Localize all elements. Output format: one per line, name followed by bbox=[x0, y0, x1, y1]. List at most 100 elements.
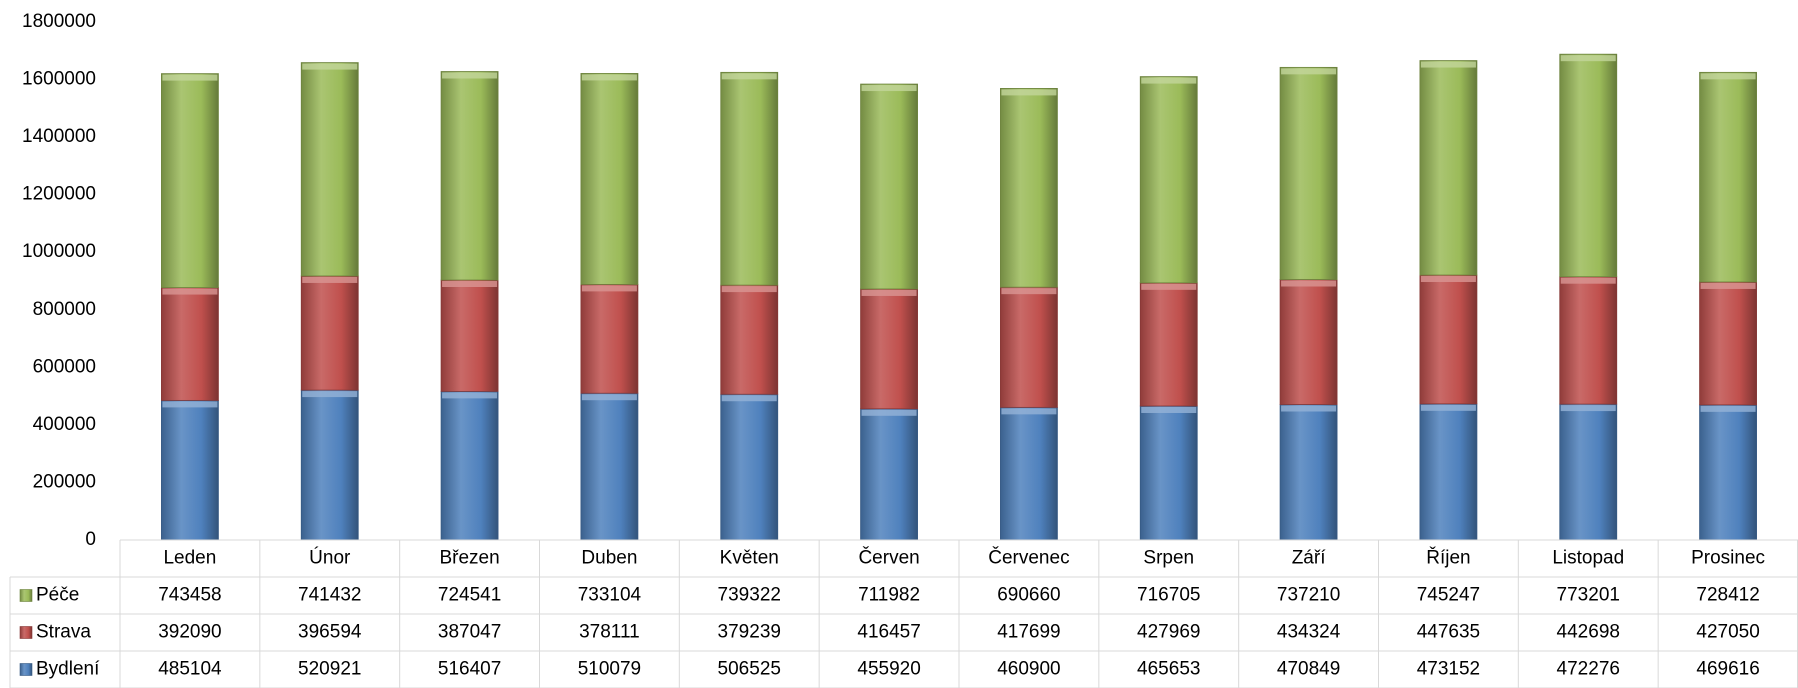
x-tick-label: Březen bbox=[439, 548, 499, 569]
bar-segment bbox=[1699, 71, 1757, 283]
table-value: 716705 bbox=[1137, 585, 1200, 606]
y-tick-label: 600000 bbox=[33, 356, 96, 377]
bar-bevel bbox=[861, 85, 917, 92]
bar-segment bbox=[300, 275, 359, 391]
bar-bevel bbox=[721, 395, 777, 402]
table-value: 427050 bbox=[1696, 622, 1759, 643]
table-value: 465653 bbox=[1137, 659, 1200, 680]
bar-segment bbox=[720, 284, 779, 395]
bar-segment bbox=[161, 73, 219, 288]
x-tick-label: Květen bbox=[720, 548, 779, 569]
bar-segment bbox=[1139, 282, 1198, 407]
bar-segment bbox=[300, 389, 359, 541]
table-value: 470849 bbox=[1277, 659, 1340, 680]
table-value: 690660 bbox=[997, 585, 1060, 606]
table-value: 455920 bbox=[857, 659, 920, 680]
bar-bevel bbox=[442, 72, 498, 79]
legend-label: Strava bbox=[36, 622, 91, 643]
bar-segment bbox=[300, 62, 359, 277]
bar-bevel bbox=[1281, 68, 1337, 75]
y-tick-label: 1200000 bbox=[22, 184, 96, 205]
bar-segment bbox=[1699, 404, 1757, 541]
bar-segment bbox=[720, 71, 779, 286]
legend-key bbox=[19, 663, 33, 676]
table-value: 416457 bbox=[857, 622, 920, 643]
table-value: 737210 bbox=[1277, 585, 1340, 606]
bar-segment bbox=[161, 399, 219, 541]
x-tick-label: Leden bbox=[163, 548, 216, 569]
table-value: 510079 bbox=[578, 659, 641, 680]
table-value: 711982 bbox=[858, 585, 920, 606]
table-value: 773201 bbox=[1557, 585, 1620, 606]
table-value: 434324 bbox=[1277, 622, 1341, 643]
bar-segment bbox=[1419, 274, 1478, 405]
table-value: 741432 bbox=[298, 585, 361, 606]
bar-bevel bbox=[302, 391, 358, 398]
table-value: 485104 bbox=[158, 659, 222, 680]
bar-segment bbox=[1559, 403, 1618, 541]
bar-segment bbox=[1279, 279, 1338, 405]
bar-bevel bbox=[1700, 73, 1756, 80]
bar-segment bbox=[580, 392, 639, 541]
legend-key bbox=[19, 626, 33, 639]
bar-bevel bbox=[1420, 61, 1476, 68]
bar-bevel bbox=[1700, 282, 1756, 289]
table-value: 472276 bbox=[1557, 659, 1620, 680]
bar-bevel bbox=[162, 74, 218, 81]
bar-bevel bbox=[1001, 288, 1057, 295]
table-value: 378111 bbox=[579, 622, 640, 643]
bar-bevel bbox=[302, 276, 358, 283]
x-tick-label: Listopad bbox=[1552, 548, 1624, 569]
bar-bevel bbox=[721, 286, 777, 293]
legend-key bbox=[19, 589, 33, 602]
table-value: 506525 bbox=[718, 659, 781, 680]
table-value: 447635 bbox=[1417, 622, 1480, 643]
bar-bevel bbox=[1281, 280, 1337, 287]
bar-segment bbox=[1139, 76, 1198, 284]
table-value: 516407 bbox=[438, 659, 501, 680]
bar-segment bbox=[1699, 281, 1757, 406]
bar-segment bbox=[860, 83, 918, 290]
y-tick-label: 800000 bbox=[33, 299, 96, 320]
y-tick-label: 1600000 bbox=[22, 69, 96, 90]
y-tick-label: 1400000 bbox=[22, 126, 96, 147]
bar-bevel bbox=[1001, 408, 1057, 415]
bar-bevel bbox=[1141, 283, 1197, 290]
table-value: 379239 bbox=[718, 622, 781, 643]
bar-bevel bbox=[1700, 405, 1756, 412]
y-tick-label: 0 bbox=[85, 529, 96, 550]
bar-bevel bbox=[442, 281, 498, 288]
bar-segment bbox=[161, 287, 219, 401]
bar-bevel bbox=[861, 409, 917, 416]
bar-segment bbox=[1419, 60, 1478, 276]
x-tick-label: Prosinec bbox=[1691, 548, 1765, 569]
bar-bevel bbox=[1560, 55, 1616, 62]
bar-segment bbox=[580, 283, 639, 394]
bar-bevel bbox=[1001, 89, 1057, 96]
bar-bevel bbox=[1560, 405, 1616, 412]
bar-bevel bbox=[581, 74, 637, 81]
y-tick-label: 200000 bbox=[33, 471, 96, 492]
table-value: 724541 bbox=[438, 585, 501, 606]
table-value: 427969 bbox=[1137, 622, 1200, 643]
bar-bevel bbox=[162, 288, 218, 295]
bar-bevel bbox=[1141, 406, 1197, 413]
table-value: 460900 bbox=[997, 659, 1060, 680]
y-tick-label: 1000000 bbox=[22, 241, 96, 262]
bar-segment bbox=[440, 390, 499, 541]
table-value: 473152 bbox=[1417, 659, 1480, 680]
x-tick-label: Srpen bbox=[1143, 548, 1194, 569]
bar-bevel bbox=[162, 401, 218, 408]
bar-segment bbox=[720, 393, 779, 541]
table-value: 392090 bbox=[158, 622, 221, 643]
bar-segment bbox=[1000, 286, 1058, 408]
x-tick-label: Říjen bbox=[1426, 547, 1470, 569]
bar-segment bbox=[860, 288, 918, 410]
bar-bevel bbox=[442, 392, 498, 399]
bar-segment bbox=[1279, 66, 1338, 280]
table-value: 469616 bbox=[1696, 659, 1759, 680]
legend-label: Péče bbox=[36, 585, 79, 606]
x-tick-label: Duben bbox=[581, 548, 637, 569]
y-tick-label: 1800000 bbox=[22, 11, 96, 32]
